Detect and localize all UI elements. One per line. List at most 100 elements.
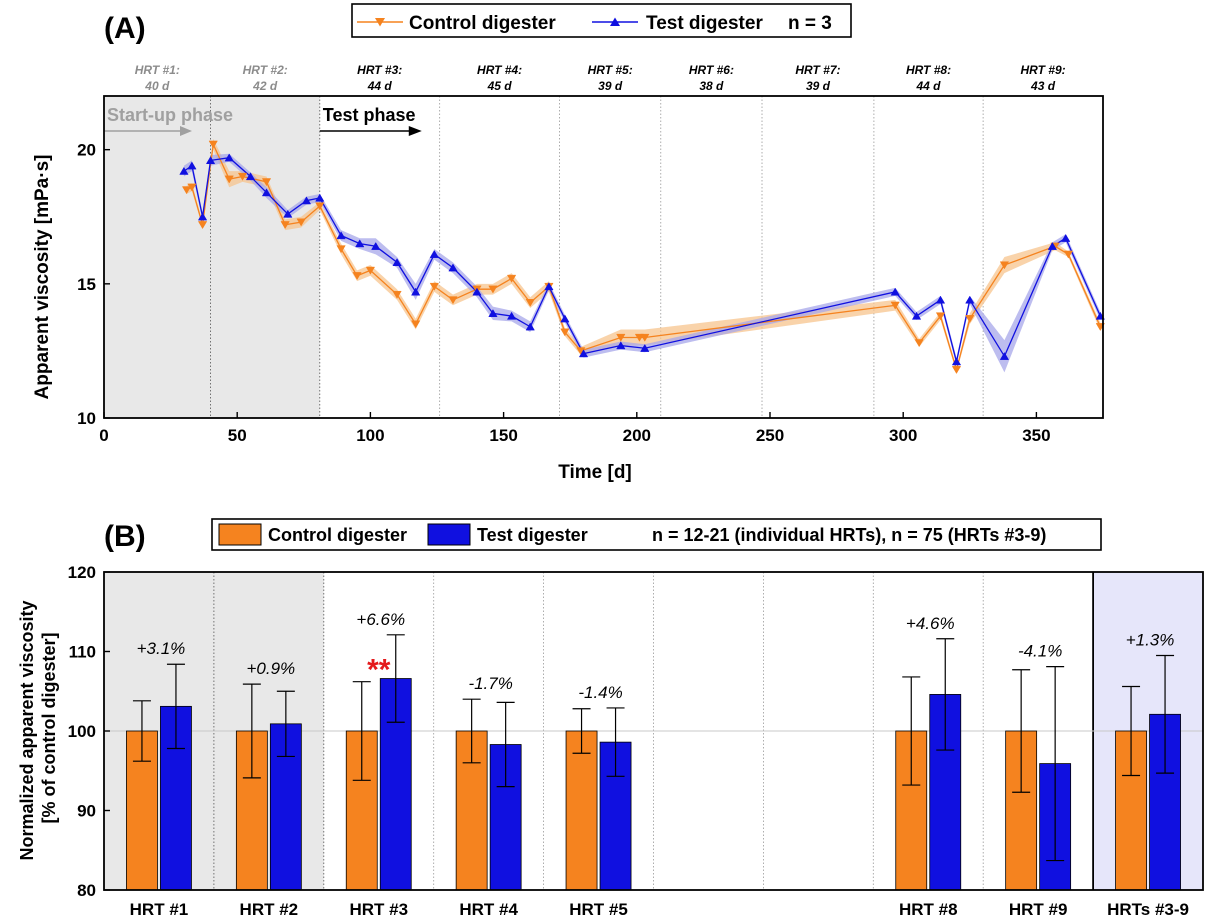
panel-a-control-point [1063, 250, 1074, 259]
panel-b-legend-note: n = 12-21 (individual HRTs), n = 75 (HRT… [652, 525, 1046, 545]
panel-b-x-tick-label: HRT #9 [1009, 900, 1068, 919]
panel-b-y-axis-title-line-1: Normalized apparent viscosity [17, 600, 37, 860]
panel-a-control-point [224, 175, 234, 184]
panel-a-x-tick-label: 350 [1022, 426, 1050, 445]
panel-a-hrt-label-days: 44 d [916, 79, 942, 93]
panel-a-axes: 0 50 100 150 200 250 300 350 10 15 20 [77, 141, 1051, 445]
panel-a-legend-box [351, 3, 852, 38]
panel-b-percent-change-label: +3.1% [137, 639, 186, 658]
panel-b-percent-change-label: +6.6% [356, 610, 405, 629]
panel-a-test-point [951, 357, 962, 366]
panel-a-legend-test-label: Test digester [646, 13, 763, 34]
panel-a-control-point [951, 366, 962, 374]
panel-a-test-point [965, 295, 975, 304]
panel-b-legend-control-swatch [218, 523, 262, 546]
panel-b-x-tick-label: HRT #3 [349, 900, 408, 919]
panel-b-percent-change-label: -1.4% [578, 683, 622, 702]
panel-b-y-tick-label: 100 [68, 722, 96, 741]
panel-a-y-tick-label: 10 [77, 409, 96, 428]
panel-a-y-axis-title: Apparent viscosity [mPa·s] [32, 155, 53, 400]
panel-a-control-point [616, 333, 626, 342]
panel-a-hrt-label-name: HRT #9: [1020, 63, 1065, 77]
panel-a-hrt-label-name: HRT #6: [689, 63, 734, 77]
panel-a-test-phase-arrowhead [408, 126, 422, 136]
panel-a-hrt-label-name: HRT #3: [357, 63, 402, 77]
panel-b-y-tick-label: 80 [77, 881, 96, 900]
panel-a-control-point [640, 333, 650, 342]
panel-b-percent-change-label: +4.6% [906, 614, 955, 633]
panel-a-hrt-label-days: 39 d [598, 79, 623, 93]
panel-a-test-point [506, 311, 517, 320]
panel-a-test-point [616, 341, 626, 350]
panel-b-y-tick-label: 110 [69, 643, 96, 662]
panel-b-y-tick-label: 120 [68, 563, 96, 582]
panel-b-label: (B) [104, 520, 146, 553]
panel-a-hrt-label-days: 45 d [487, 79, 513, 93]
panel-a-x-tick-label: 0 [99, 426, 108, 445]
panel-a-control-point [208, 140, 218, 149]
panel-a-legend: Control digester Test digester n = 3 [351, 3, 852, 38]
panel-a-test-point [355, 239, 365, 248]
panel-a-test-point [429, 250, 439, 258]
panel-b-legend-box [211, 518, 1102, 551]
panel-a-hrt-labels: HRT #1: 40 d HRT #2: 42 d HRT #3: 44 d HRT #4:… [135, 63, 1066, 93]
panel-a-hrt-label-name: HRT #4: [477, 63, 522, 77]
panel-a-test-point [411, 287, 421, 296]
panel-a-control-point [392, 290, 402, 299]
panel-a-x-tick-label: 150 [489, 426, 517, 445]
panel-a-test-point [301, 196, 312, 205]
panel-a-control-point [197, 221, 208, 230]
panel-a-hrt-label-days: 38 d [699, 79, 724, 93]
panel-b-legend-test-swatch [427, 523, 471, 546]
panel-a-x-axis-title: Time [d] [558, 462, 632, 483]
panel-a-control-point [890, 301, 900, 310]
panel-a-test-point [187, 161, 197, 170]
panel-b-percent-change-label: +1.3% [1126, 630, 1175, 649]
panel-a-control-point [296, 218, 306, 227]
panel-b-legend-test-label: Test digester [477, 525, 588, 545]
panel-a-hrt-label-name: HRT #7: [795, 63, 840, 77]
panel-a-test-point [179, 166, 189, 175]
panel-a-control-point [411, 320, 421, 329]
panel-a: (A) Control digester Test digester n = 3… [32, 3, 1105, 483]
panel-a-control-point [352, 272, 362, 281]
panel-b-x-tick-label: HRT #4 [459, 900, 518, 919]
panel-a-hrt-label-days: 43 d [1030, 79, 1056, 93]
panel-b-percent-change-label: +0.9% [247, 659, 296, 678]
panel-a-x-tick-label: 50 [228, 426, 247, 445]
panel-a-control-point [237, 172, 248, 181]
panel-a-startup-phase-arrowhead [180, 126, 192, 136]
panel-a-test-point [197, 212, 208, 221]
panel-a-test-point [448, 263, 458, 272]
panel-a-test-point [525, 322, 535, 331]
panel-b-y-tick-label: 90 [77, 802, 96, 821]
panel-a-test-point [640, 343, 650, 352]
panel-a-legend-test-marker [610, 17, 620, 26]
panel-b-y-axis-title: Normalized apparent viscosity [% of cont… [17, 595, 59, 860]
panel-a-legend-note: n = 3 [788, 13, 832, 34]
panel-a-test-point [935, 295, 946, 304]
panel-a-control-point [315, 202, 325, 211]
panel-b: (B) Control digester Test digester n = 1… [17, 518, 1204, 919]
panel-a-test-point [999, 352, 1010, 360]
panel-a-test-phase-label: Test phase [323, 105, 416, 125]
panel-a-label: (A) [104, 12, 146, 45]
panel-b-x-tick-label: HRT #1 [130, 900, 189, 919]
panel-b-x-tick-label: HRT #2 [240, 900, 299, 919]
panel-a-startup-phase-label: Start-up phase [107, 105, 233, 125]
panel-a-control-point [336, 245, 346, 254]
panel-a-plot-frame [103, 95, 1104, 419]
panel-a-control-line [186, 141, 1101, 373]
panel-b-percent-change-label: -4.1% [1018, 642, 1062, 661]
panel-a-control-point [999, 261, 1010, 270]
panel-a-test-point [224, 153, 234, 162]
panel-a-legend-control-label: Control digester [409, 13, 556, 34]
panel-b-legend: Control digester Test digester n = 12-21… [211, 518, 1102, 551]
panel-a-hrt-label-days: 39 d [806, 79, 831, 93]
panel-a-control-point [429, 282, 439, 291]
panel-a-test-point [1061, 233, 1071, 242]
panel-b-x-tick-label: HRT #8 [899, 900, 958, 919]
panel-a-hrt-label-days: 42 d [252, 79, 278, 93]
panel-b-y-axis-title-line-2: [% of control digester] [39, 632, 59, 823]
panel-a-test-band [183, 153, 1101, 373]
